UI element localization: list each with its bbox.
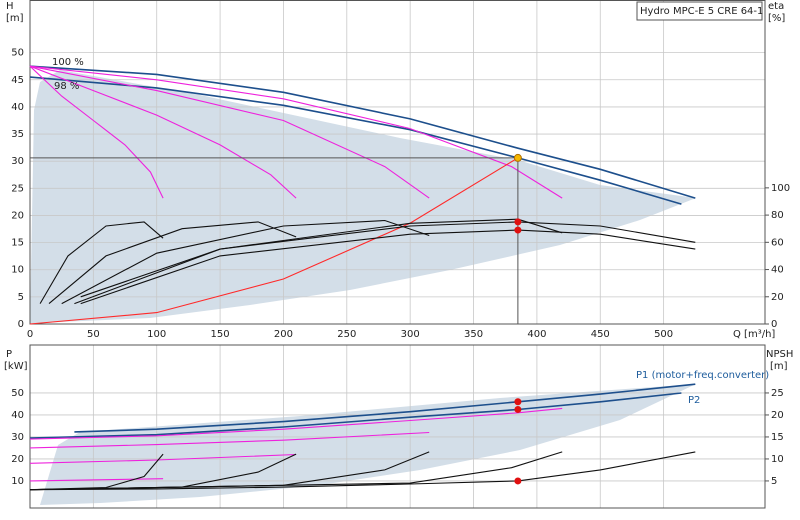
duty-point — [514, 226, 522, 234]
y2-tick-label: 40 — [771, 265, 784, 276]
curve — [74, 218, 563, 305]
y2-tick-label: 5 — [771, 476, 777, 487]
curve — [29, 392, 682, 439]
chart-title: Hydro MPC-E 5 CRE 64-1 — [640, 6, 763, 17]
curve — [39, 221, 164, 304]
y-tick-label: 50 — [11, 388, 24, 399]
y-tick-label: 20 — [11, 210, 24, 221]
operating-area — [30, 70, 696, 324]
title-box — [636, 1, 763, 21]
curve — [29, 65, 297, 199]
x-tick-label: 100 — [147, 329, 166, 340]
duty-point — [514, 477, 522, 485]
x-tick-label: 500 — [654, 329, 673, 340]
curve — [29, 478, 164, 482]
legend-label: P1 (motor+freq.converter) — [636, 370, 769, 381]
y-label: H — [6, 1, 14, 12]
y-tick-label: 30 — [11, 432, 24, 443]
y-unit: [m] — [6, 13, 24, 24]
x-tick-label: 450 — [591, 329, 610, 340]
y2-tick-label: 20 — [771, 410, 784, 421]
curve — [80, 229, 696, 305]
plot-frame — [29, 0, 766, 325]
duty-point — [513, 153, 522, 162]
y2-tick-label: 100 — [771, 183, 790, 194]
y-tick-label: 20 — [11, 454, 24, 465]
x-tick-label: 200 — [274, 329, 293, 340]
y2-unit: [m] — [770, 361, 788, 372]
y2-tick-label: 20 — [771, 292, 784, 303]
curve — [48, 221, 297, 305]
x-tick-label: 0 — [27, 329, 33, 340]
curve — [29, 451, 696, 491]
curve — [29, 65, 430, 199]
y2-unit: [%] — [768, 13, 785, 24]
y-tick-label: 30 — [11, 156, 24, 167]
y2-tick-label: 15 — [771, 432, 784, 443]
curve — [61, 219, 430, 305]
y-unit: [kW] — [4, 361, 28, 372]
duty-point — [514, 218, 522, 226]
curve — [29, 451, 563, 491]
curve — [29, 157, 519, 325]
y-tick-label: 35 — [11, 129, 24, 140]
plot-frame — [29, 344, 766, 509]
y2-label: NPSH — [766, 349, 793, 360]
x-tick-label: 150 — [211, 329, 230, 340]
y2-tick-label: 25 — [771, 388, 784, 399]
y-tick-label: 45 — [11, 75, 24, 86]
operating-area — [40, 384, 696, 505]
x-label: Q [m³/h] — [733, 329, 775, 340]
duty-point — [514, 398, 522, 406]
x-tick-label: 250 — [337, 329, 356, 340]
y-tick-label: 50 — [11, 48, 24, 59]
curve — [80, 221, 696, 298]
curve — [29, 407, 563, 440]
y2-tick-label: 0 — [771, 319, 777, 330]
x-tick-label: 300 — [401, 329, 420, 340]
x-tick-label: 400 — [527, 329, 546, 340]
duty-point — [514, 405, 522, 413]
y-tick-label: 10 — [11, 265, 24, 276]
curve — [29, 65, 696, 199]
y-tick-label: 10 — [11, 476, 24, 487]
curve — [29, 65, 164, 199]
y2-tick-label: 60 — [771, 237, 784, 248]
y-tick-label: 0 — [18, 319, 24, 330]
curve — [29, 76, 682, 205]
curve — [29, 431, 430, 449]
y-tick-label: 25 — [11, 183, 24, 194]
curve — [74, 383, 696, 433]
curve — [29, 453, 297, 464]
y2-tick-label: 80 — [771, 210, 784, 221]
y-label: P — [6, 349, 12, 360]
legend-label: P2 — [688, 395, 700, 406]
annotation: 100 % — [52, 57, 84, 68]
y-tick-label: 5 — [18, 292, 24, 303]
y-tick-label: 40 — [11, 102, 24, 113]
curve — [29, 65, 563, 199]
x-tick-label: 350 — [464, 329, 483, 340]
annotation: 98 % — [54, 81, 79, 92]
x-tick-label: 50 — [87, 329, 100, 340]
y-tick-label: 15 — [11, 238, 24, 249]
y-tick-label: 40 — [11, 410, 24, 421]
y2-tick-label: 10 — [771, 454, 784, 465]
y2-label: eta — [768, 1, 784, 12]
